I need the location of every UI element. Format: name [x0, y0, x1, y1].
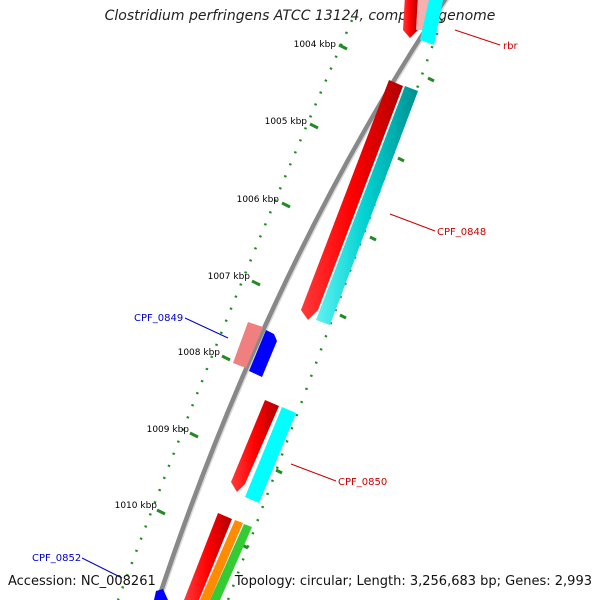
- gene-label-cpf-0852: CPF_0852: [32, 553, 81, 564]
- accession-text: Accession: NC_008261: [8, 574, 156, 589]
- tick-label: 1010 kbp: [115, 501, 158, 511]
- backbone-highlight: [160, 0, 450, 600]
- track-tick: [275, 468, 283, 475]
- leader-rbr: [454, 29, 501, 46]
- gene-cpf-0849-pseudo[interactable]: [233, 322, 263, 368]
- tick-1007: [251, 279, 261, 287]
- gene-rbr[interactable]: [403, 0, 418, 38]
- gene-label-cpf-0850: CPF_0850: [338, 477, 387, 488]
- tick-label: 1009 kbp: [147, 425, 190, 435]
- tick-1008: [221, 354, 231, 362]
- tick-label: 1005 kbp: [265, 117, 308, 127]
- tick-label: 1007 kbp: [208, 272, 251, 282]
- tick-1010: [156, 508, 166, 516]
- cds-rbr[interactable]: [420, 0, 444, 45]
- leader-cpf-0852: [81, 557, 123, 579]
- gene-cpf-0850[interactable]: [231, 400, 279, 492]
- backbone-arc: [155, 0, 449, 600]
- tick-label: 1004 kbp: [294, 40, 337, 50]
- leader-cpf-0848: [389, 213, 436, 232]
- feature-orange[interactable]: [200, 520, 243, 600]
- tick-label: 1006 kbp: [237, 195, 280, 205]
- gene-label-rbr: rbr: [503, 41, 518, 52]
- gene-bottom-red[interactable]: [184, 513, 232, 600]
- tick-label: 1008 kbp: [178, 348, 221, 358]
- track-tick: [339, 313, 347, 320]
- tick-1006: [281, 201, 291, 209]
- map-title: Clostridium perfringens ATCC 13124, comp…: [104, 8, 496, 24]
- genome-stats-text: Topology: circular; Length: 3,256,683 bp…: [234, 574, 592, 589]
- tick-1004: [338, 43, 348, 51]
- gene-label-cpf-0849: CPF_0849: [134, 313, 183, 324]
- gene-cpf-0849[interactable]: [249, 330, 277, 377]
- leader-cpf-0849: [184, 317, 229, 339]
- track-tick: [427, 76, 435, 83]
- cds-cpf-0850[interactable]: [245, 407, 296, 503]
- tick-1009: [189, 431, 199, 439]
- track-tick: [397, 156, 405, 163]
- leader-cpf-0850: [290, 463, 337, 482]
- gene-rbr-pink[interactable]: [416, 0, 431, 30]
- cds-cpf-0848[interactable]: [316, 86, 418, 325]
- gene-cpf-0848[interactable]: [301, 80, 403, 320]
- feature-green[interactable]: [210, 524, 252, 600]
- gene-cpf-0852[interactable]: [154, 589, 168, 600]
- gene-label-cpf-0848: CPF_0848: [437, 227, 486, 238]
- tick-1005: [309, 122, 319, 130]
- track-tick: [369, 235, 377, 242]
